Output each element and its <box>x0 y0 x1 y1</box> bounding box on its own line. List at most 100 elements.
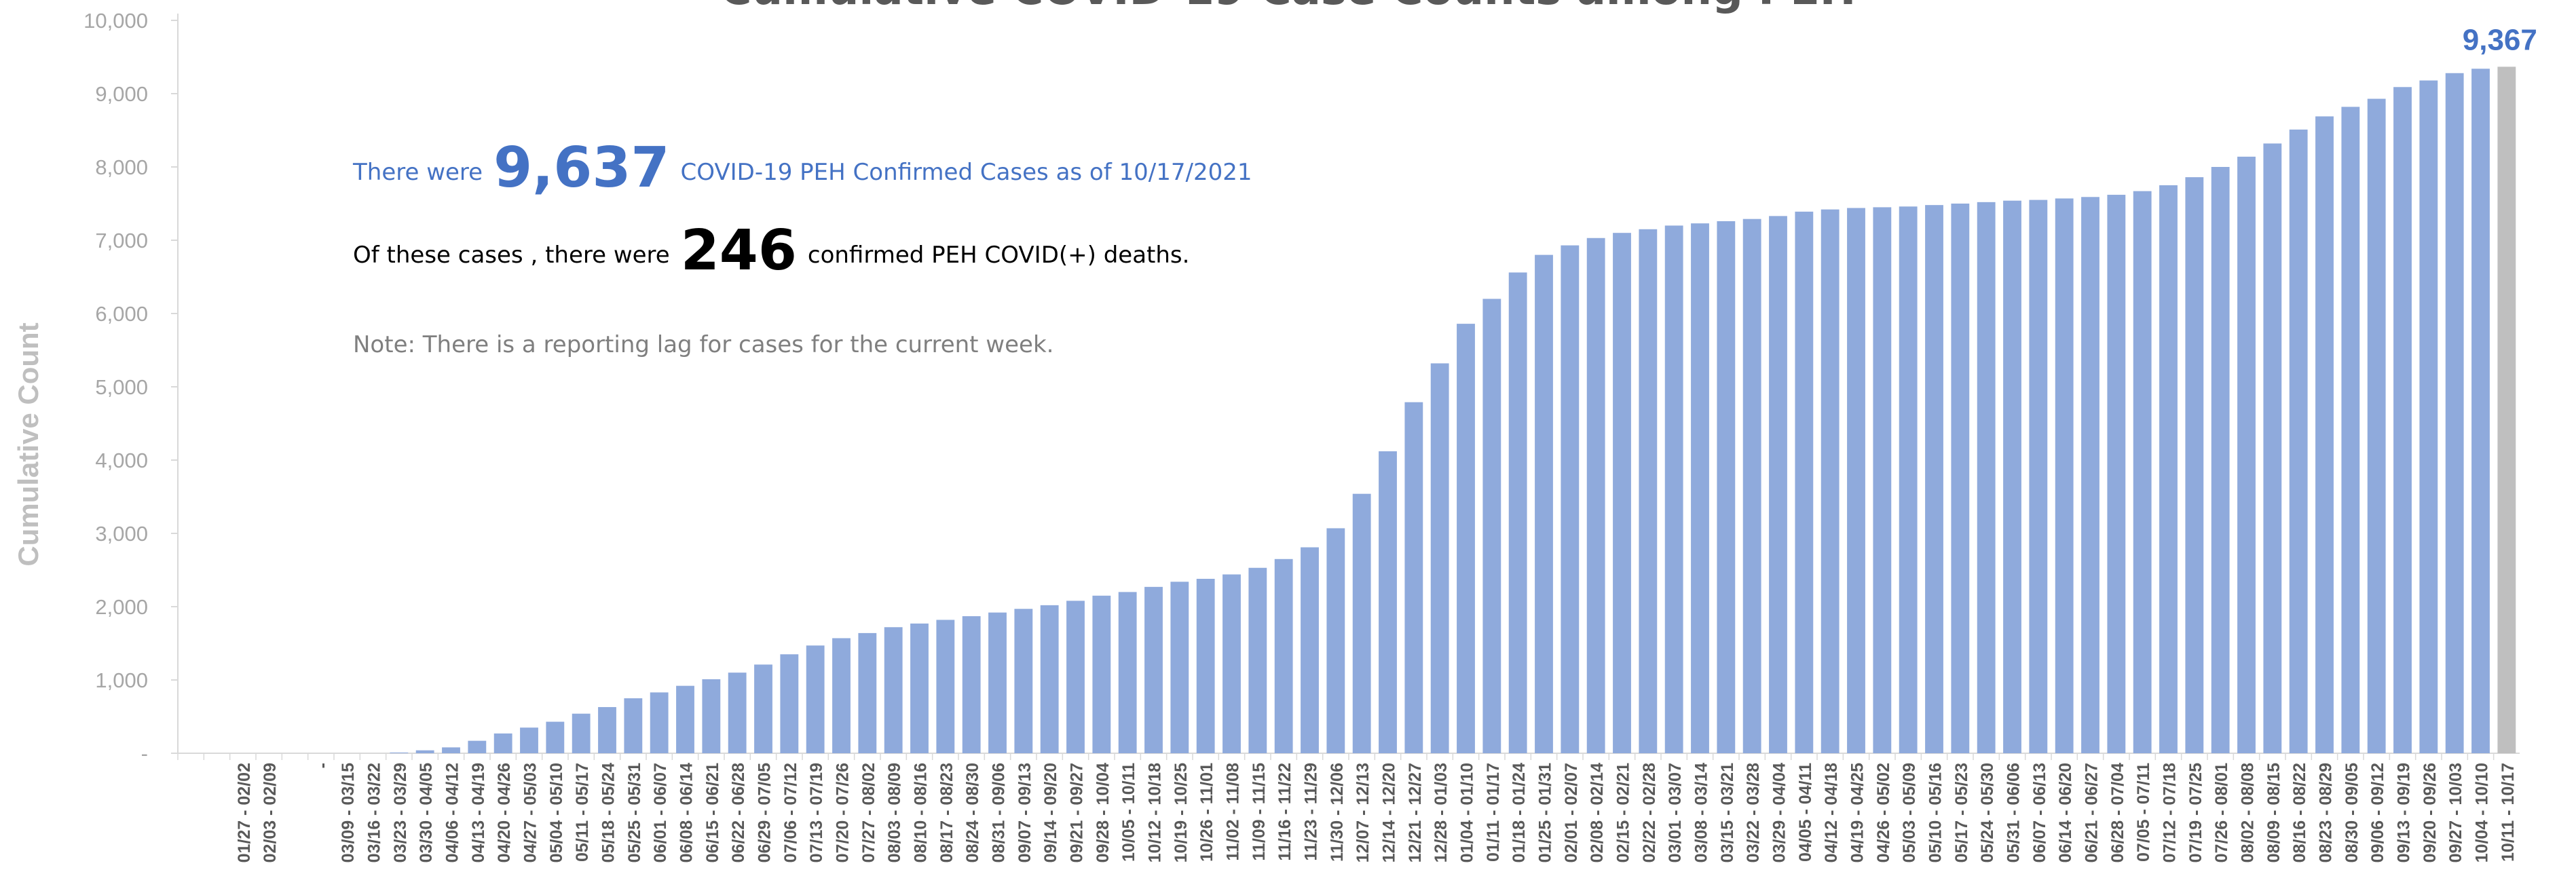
bar <box>546 721 565 753</box>
x-tick-label: 02/15 - 02/21 <box>1614 763 1633 862</box>
bar <box>2107 195 2126 753</box>
bar <box>493 733 512 753</box>
x-tick-label: 09/20 - 09/26 <box>2421 763 2440 862</box>
bar <box>2081 197 2099 753</box>
bar <box>1301 547 1319 753</box>
x-tick-label: 01/04 - 01/10 <box>1458 763 1477 862</box>
bar <box>1717 221 1736 753</box>
x-tick-label: 06/29 - 07/05 <box>755 763 774 862</box>
deaths-count: 246 <box>680 219 797 283</box>
bar <box>936 620 955 753</box>
x-tick-label: 07/12 - 07/18 <box>2161 763 2180 862</box>
x-tick-label: 07/05 - 07/11 <box>2134 763 2153 862</box>
bar <box>1535 254 1553 754</box>
x-tick-label: 11/23 - 11/29 <box>1302 763 1321 861</box>
cases-suffix-text: COVID-19 PEH Confirmed Cases as of 10/17… <box>680 159 1252 186</box>
x-tick-label: 10/19 - 10/25 <box>1172 763 1191 862</box>
x-tick-label: 06/28 - 07/04 <box>2108 763 2127 862</box>
x-tick-label: 05/24 - 05/30 <box>1978 763 1997 862</box>
x-tick-label: 01/25 - 01/31 <box>1536 763 1555 862</box>
x-tick-label: 04/19 - 04/25 <box>1848 763 1867 862</box>
x-tick-label: 07/27 - 08/02 <box>859 763 878 862</box>
bar <box>1196 578 1215 753</box>
bar <box>728 672 747 753</box>
x-tick-label: 09/28 - 10/04 <box>1094 763 1113 862</box>
y-axis-label: Cumulative Count <box>12 322 44 567</box>
x-tick-label: 09/21 - 09/27 <box>1068 763 1087 862</box>
x-tick-label: 06/01 - 06/07 <box>651 763 670 862</box>
deaths-suffix-text: confirmed PEH COVID(+) deaths. <box>807 242 1190 269</box>
x-tick-label: 01/18 - 01/24 <box>1510 763 1529 862</box>
bar <box>2315 116 2334 754</box>
bar <box>1821 209 1840 753</box>
x-tick-label: 05/11 - 05/17 <box>573 763 592 862</box>
confirmed-cases-annotation: There were 9,637 COVID-19 PEH Confirmed Ca… <box>353 136 1252 200</box>
x-tick-label: 06/07 - 06/13 <box>2030 763 2049 862</box>
x-tick-label: 11/09 - 11/15 <box>1250 763 1269 861</box>
x-tick-label: 05/18 - 05/24 <box>599 763 618 862</box>
bar <box>1951 204 1970 753</box>
bar <box>780 654 799 753</box>
bar <box>1561 245 1580 753</box>
bar <box>2289 129 2308 754</box>
bar <box>1508 272 1527 753</box>
bar <box>1639 229 1658 753</box>
x-tick-label: 08/09 - 08/15 <box>2264 763 2283 862</box>
x-tick-label: 09/27 - 10/03 <box>2446 763 2465 862</box>
bar <box>2185 177 2204 753</box>
x-tick-label: 05/10 - 05/16 <box>1926 763 1945 862</box>
bar <box>884 627 903 753</box>
bar <box>415 750 434 753</box>
x-tick-label: 12/14 - 12/20 <box>1380 763 1399 862</box>
x-tick-label: 08/30 - 09/05 <box>2342 763 2362 862</box>
reporting-lag-note: Note: There is a reporting lag for cases… <box>353 331 1054 358</box>
x-tick-label: 05/03 - 05/09 <box>1900 763 1919 862</box>
x-tick-label: 10/11 - 10/17 <box>2499 763 2518 862</box>
bar <box>2471 69 2490 753</box>
x-tick-label: 08/03 - 08/09 <box>885 763 904 862</box>
bar <box>1899 206 1918 753</box>
x-tick-label: 02/01 - 02/07 <box>1562 763 1581 862</box>
y-tick-label: 7,000 <box>95 229 148 252</box>
x-tick-label: 03/16 - 03/22 <box>365 763 384 862</box>
bar <box>1040 605 1059 753</box>
x-tick-label: 07/06 - 07/12 <box>781 763 800 862</box>
bar <box>1014 609 1033 753</box>
x-tick-label: 03/09 - 03/15 <box>339 763 358 862</box>
x-tick-label: 03/22 - 03/28 <box>1744 763 1763 862</box>
bar <box>442 747 460 753</box>
bar <box>2497 67 2516 753</box>
x-tick-label: 05/31 - 06/06 <box>2004 763 2023 862</box>
last-bar-value-label: 9,367 <box>2463 23 2537 56</box>
x-tick-label: 01/11 - 01/17 <box>1484 763 1503 862</box>
x-tick-label: 08/10 - 08/16 <box>912 763 931 862</box>
x-tick-label: 08/23 - 08/29 <box>2317 763 2336 862</box>
bar <box>2419 80 2438 753</box>
y-tick-label: 1,000 <box>95 668 148 692</box>
bar <box>1170 582 1189 753</box>
x-tick-label: 06/22 - 06/28 <box>729 763 748 862</box>
x-tick-label: 05/17 - 05/23 <box>1952 763 1971 862</box>
x-tick-label: 04/13 - 04/19 <box>469 763 488 862</box>
bar <box>468 740 487 753</box>
bar <box>2367 98 2386 753</box>
deaths-annotation: Of these cases , there were 246 confirmed … <box>353 219 1189 283</box>
x-tick-label: - <box>313 763 332 768</box>
bar <box>858 632 877 753</box>
bar <box>1586 238 1605 753</box>
cases-count: 9,637 <box>493 136 670 200</box>
bar <box>1847 208 1865 754</box>
bar <box>1925 205 1943 753</box>
x-tick-label: 02/22 - 02/28 <box>1640 763 1659 862</box>
bar <box>1379 451 1397 753</box>
x-tick-label: 07/20 - 07/26 <box>834 763 853 862</box>
y-tick-label: 10,000 <box>83 9 148 33</box>
bar <box>910 623 929 753</box>
y-tick-label: 2,000 <box>95 595 148 619</box>
bar <box>1430 363 1449 753</box>
bar <box>1482 299 1501 753</box>
bar <box>2133 191 2152 753</box>
bar <box>676 685 694 753</box>
bar <box>650 692 669 753</box>
bar <box>1613 233 1631 753</box>
